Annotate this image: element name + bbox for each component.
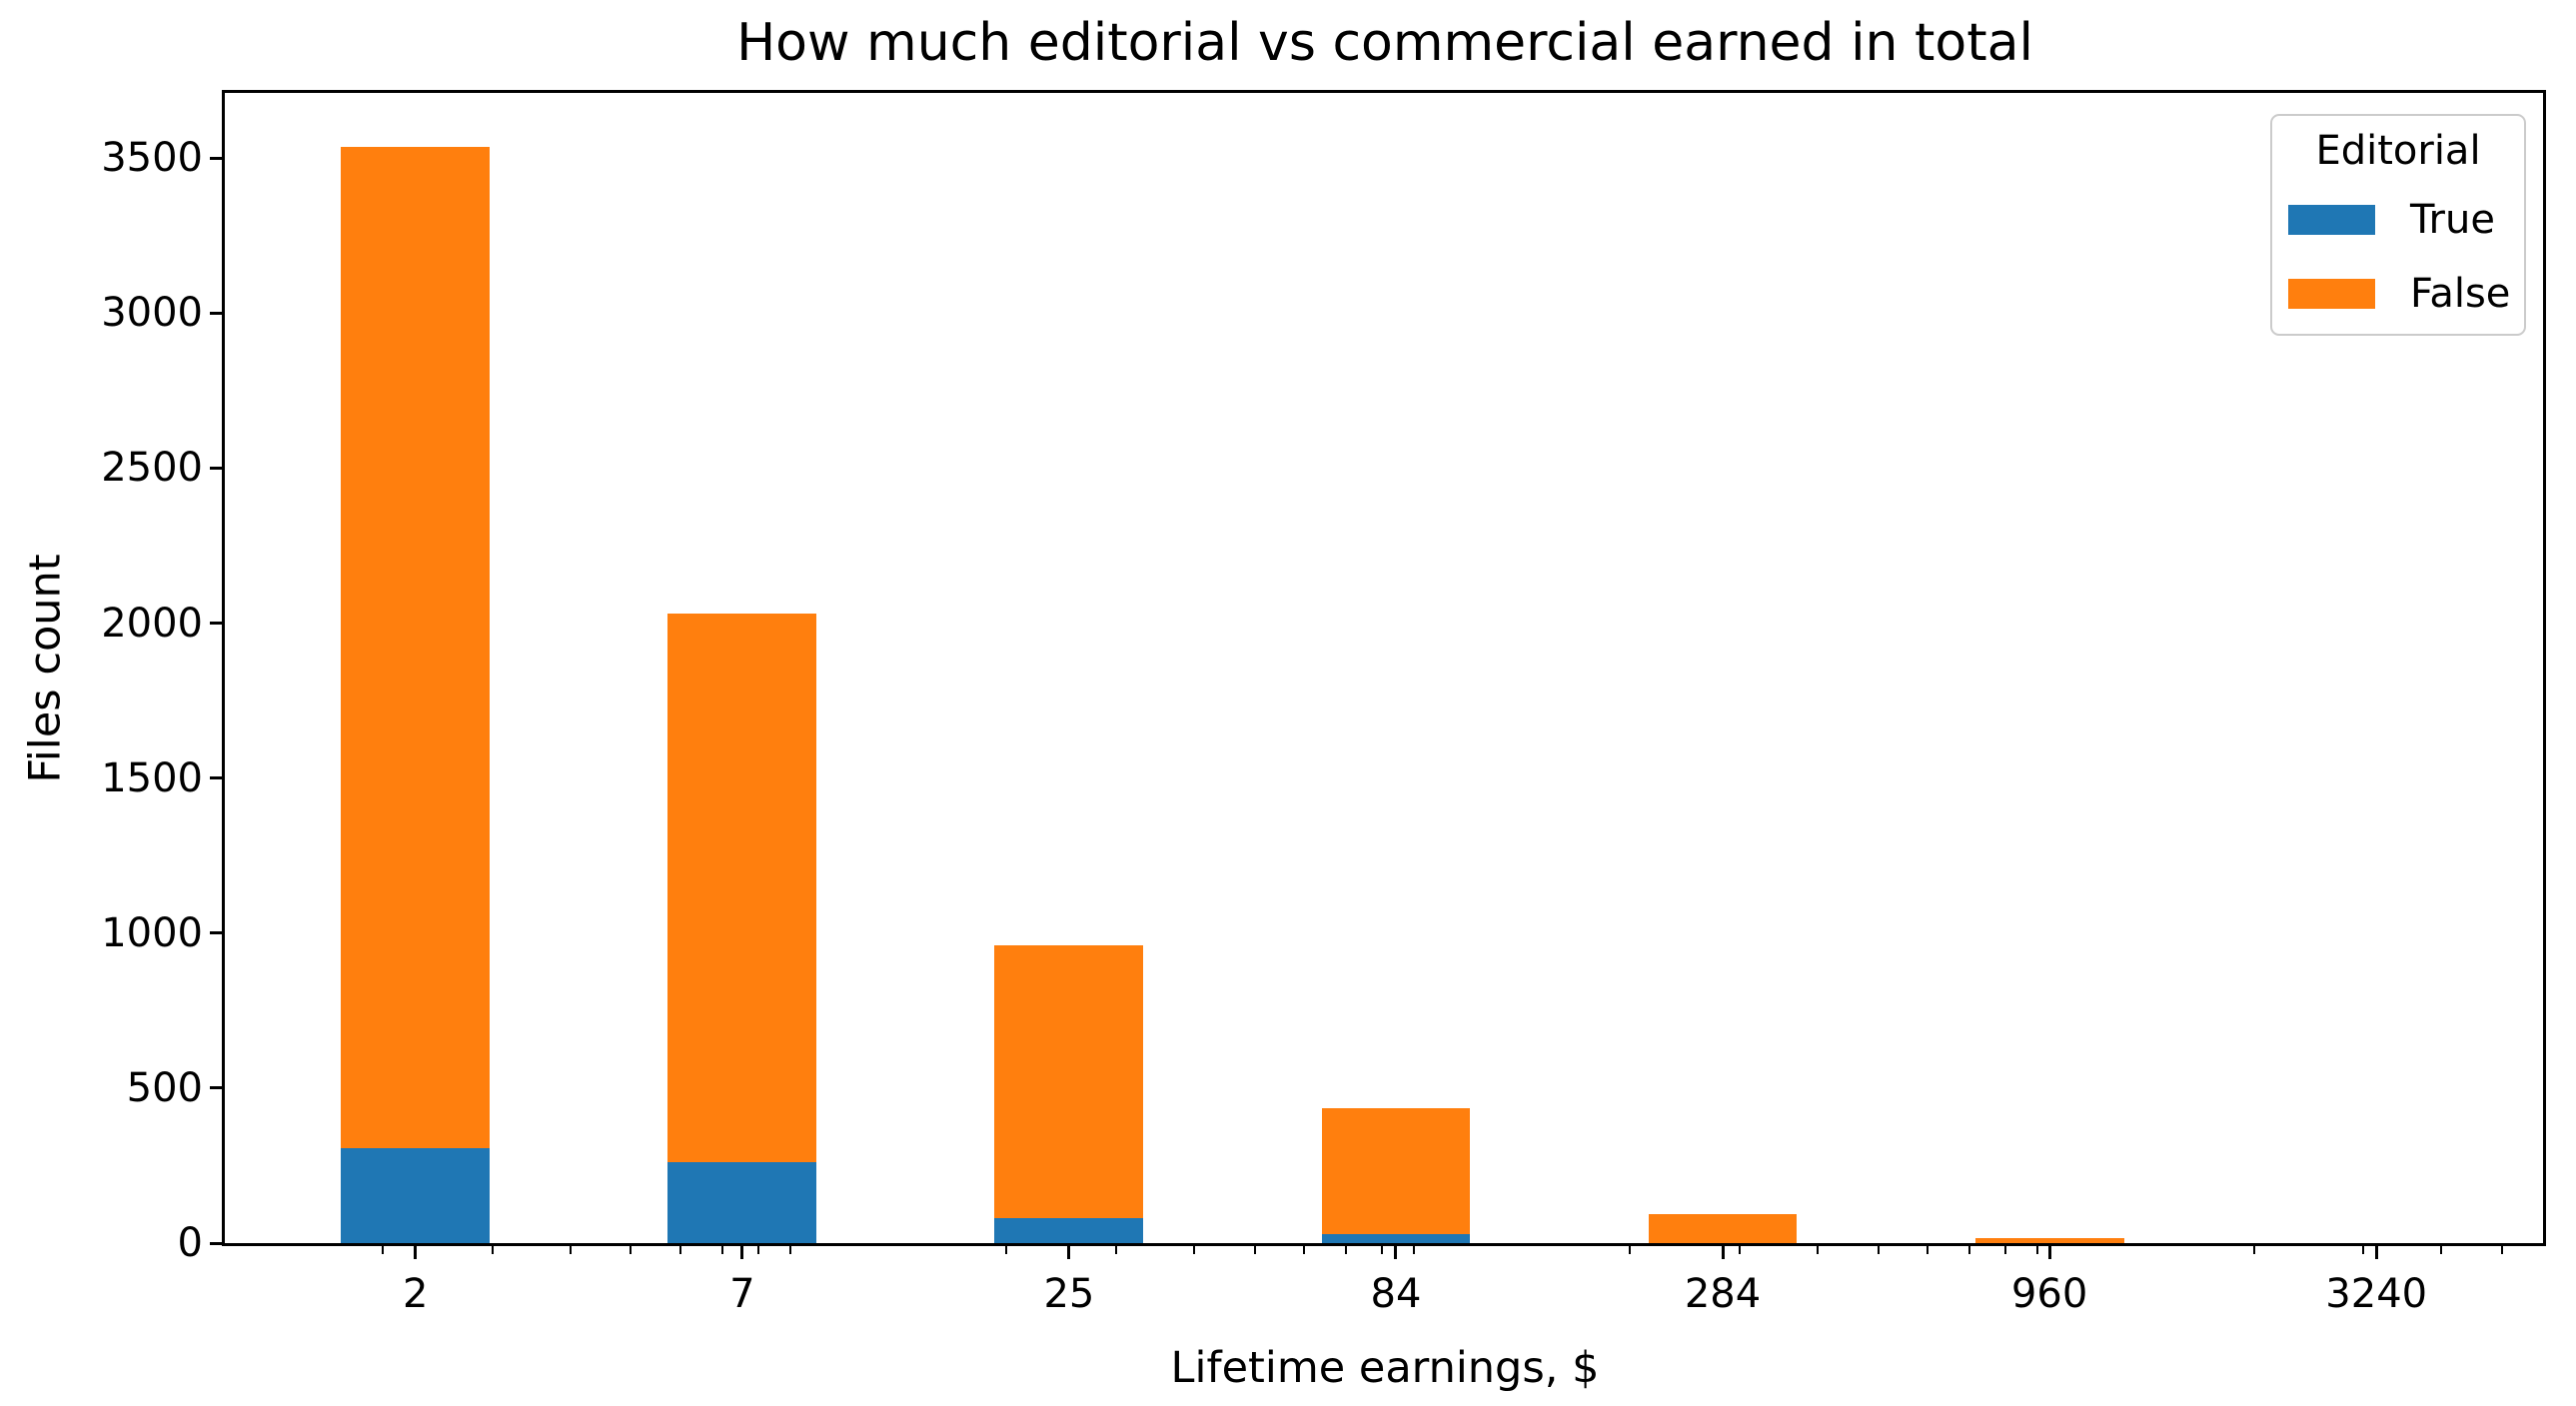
x-minor-tick xyxy=(2500,1246,2503,1254)
x-minor-tick xyxy=(1877,1246,1880,1254)
x-tick-label: 960 xyxy=(2010,1271,2088,1317)
y-tick-label: 3000 xyxy=(101,290,203,337)
y-tick-label: 2500 xyxy=(101,445,203,492)
x-major-tick xyxy=(1067,1246,1071,1259)
legend: Editorial True False xyxy=(2270,114,2526,336)
x-minor-tick xyxy=(678,1246,681,1254)
x-major-tick xyxy=(2047,1246,2051,1259)
x-tick-label: 25 xyxy=(1043,1271,1095,1317)
x-minor-tick xyxy=(1927,1246,1930,1254)
x-minor-tick xyxy=(1380,1246,1383,1254)
bar-25-false xyxy=(994,945,1144,1219)
y-major-tick xyxy=(210,1241,225,1245)
bar-2-false xyxy=(341,147,491,1149)
x-major-tick xyxy=(1721,1246,1725,1259)
x-tick-label: 2 xyxy=(403,1271,429,1317)
x-major-tick xyxy=(2374,1246,2378,1259)
x-tick-label: 84 xyxy=(1370,1271,1422,1317)
x-minor-tick xyxy=(1412,1246,1415,1254)
legend-rows: True False xyxy=(2272,200,2524,314)
x-minor-tick xyxy=(1739,1246,1742,1254)
x-axis-label: Lifetime earnings, $ xyxy=(1170,1343,1600,1393)
x-minor-tick xyxy=(2004,1246,2007,1254)
chart-title: How much editorial vs commercial earned … xyxy=(736,13,2033,73)
y-major-tick xyxy=(210,776,225,780)
x-tick-label: 7 xyxy=(729,1271,755,1317)
legend-swatch-false xyxy=(2288,279,2375,309)
legend-row-true: True xyxy=(2272,200,2524,240)
bar-84-false xyxy=(1321,1108,1471,1234)
x-minor-tick xyxy=(381,1246,384,1254)
y-tick-label: 1500 xyxy=(101,754,203,801)
x-major-tick xyxy=(1394,1246,1398,1259)
x-tick-label: 3240 xyxy=(2325,1271,2428,1317)
bar-7-true xyxy=(667,1162,817,1243)
x-minor-tick xyxy=(1629,1246,1632,1254)
x-minor-tick xyxy=(2362,1246,2365,1254)
x-minor-tick xyxy=(756,1246,759,1254)
y-major-tick xyxy=(210,1086,225,1090)
legend-swatch-true xyxy=(2288,205,2375,235)
x-minor-tick xyxy=(2252,1246,2255,1254)
legend-row-false: False xyxy=(2272,274,2524,314)
y-major-tick xyxy=(210,931,225,935)
x-major-tick xyxy=(740,1246,744,1259)
y-tick-label: 2000 xyxy=(101,600,203,647)
legend-title: Editorial xyxy=(2315,128,2481,174)
x-minor-tick xyxy=(1967,1246,1970,1254)
y-major-tick xyxy=(210,311,225,315)
bar-25-true xyxy=(994,1218,1144,1243)
bar-2-true xyxy=(341,1148,491,1243)
y-tick-label: 3500 xyxy=(101,135,203,182)
x-tick-label: 284 xyxy=(1684,1271,1762,1317)
plot-area: Editorial True False 0 500 1000 1500 2000 2500… xyxy=(101,90,2546,1314)
x-major-tick xyxy=(414,1246,418,1259)
y-major-tick xyxy=(210,156,225,160)
x-minor-tick xyxy=(1302,1246,1305,1254)
bar-84-true xyxy=(1321,1233,1471,1243)
x-minor-tick xyxy=(1115,1246,1118,1254)
y-tick-label: 1000 xyxy=(101,909,203,956)
x-minor-tick xyxy=(491,1246,494,1254)
x-minor-tick xyxy=(1253,1246,1256,1254)
x-minor-tick xyxy=(630,1246,633,1254)
x-minor-tick xyxy=(720,1246,723,1254)
x-minor-tick xyxy=(569,1246,572,1254)
bar-960-false xyxy=(1974,1238,2124,1243)
x-minor-tick xyxy=(2440,1246,2443,1254)
x-minor-tick xyxy=(1193,1246,1196,1254)
x-minor-tick xyxy=(1344,1246,1347,1254)
bar-7-false xyxy=(667,614,817,1163)
y-tick-label: 500 xyxy=(126,1064,203,1111)
x-minor-tick xyxy=(788,1246,791,1254)
x-minor-tick xyxy=(1005,1246,1008,1254)
x-minor-tick xyxy=(1817,1246,1820,1254)
y-major-tick xyxy=(210,466,225,470)
x-minor-tick xyxy=(2036,1246,2039,1254)
legend-label-false: False xyxy=(2410,271,2511,317)
y-axis-label: Files count xyxy=(20,554,71,783)
bar-284-false xyxy=(1648,1213,1798,1243)
y-tick-label: 0 xyxy=(177,1220,203,1266)
legend-label-true: True xyxy=(2410,197,2495,243)
y-major-tick xyxy=(210,622,225,626)
